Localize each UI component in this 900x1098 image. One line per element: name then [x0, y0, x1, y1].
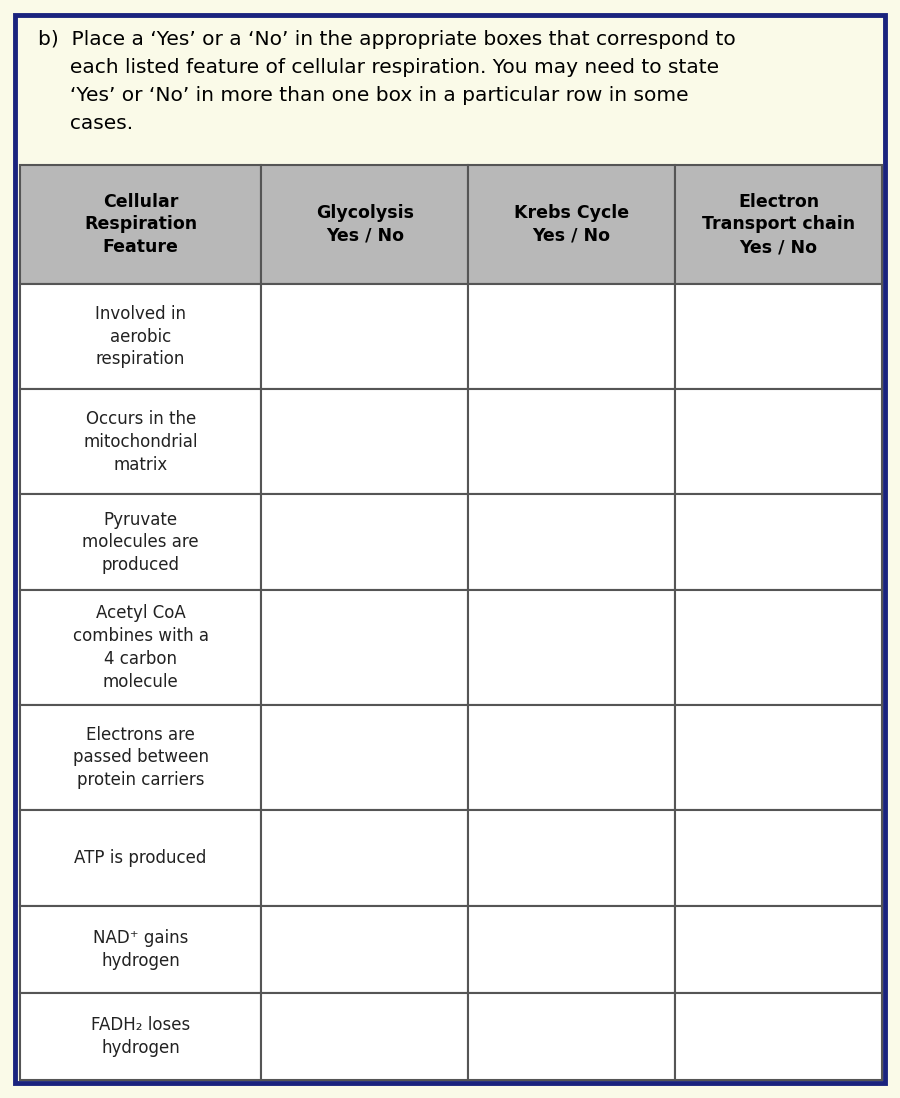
Bar — [261, 389, 468, 494]
Bar — [261, 165, 468, 284]
Bar — [468, 993, 675, 1080]
Text: FADH₂ loses
hydrogen: FADH₂ loses hydrogen — [91, 1016, 190, 1057]
Bar — [675, 591, 882, 705]
Bar — [675, 284, 882, 389]
Bar — [675, 993, 882, 1080]
Text: Cellular
Respiration
Feature: Cellular Respiration Feature — [84, 192, 197, 256]
Text: cases.: cases. — [38, 114, 133, 133]
Bar — [468, 284, 675, 389]
Text: Electron
Transport chain
Yes / No: Electron Transport chain Yes / No — [702, 192, 855, 256]
Text: ‘Yes’ or ‘No’ in more than one box in a particular row in some: ‘Yes’ or ‘No’ in more than one box in a … — [38, 86, 688, 105]
Bar — [20, 165, 261, 284]
Bar — [468, 705, 675, 810]
Bar — [468, 810, 675, 906]
Bar — [468, 494, 675, 591]
Text: Pyruvate
molecules are
produced: Pyruvate molecules are produced — [83, 511, 199, 574]
Bar — [261, 810, 468, 906]
Bar — [468, 165, 675, 284]
Bar — [468, 591, 675, 705]
Text: each listed feature of cellular respiration. You may need to state: each listed feature of cellular respirat… — [38, 58, 719, 77]
Bar — [20, 494, 261, 591]
Bar — [20, 389, 261, 494]
Bar — [675, 165, 882, 284]
Bar — [468, 906, 675, 993]
Bar — [675, 810, 882, 906]
Bar — [20, 810, 261, 906]
Bar — [261, 284, 468, 389]
Bar — [675, 494, 882, 591]
Bar — [468, 389, 675, 494]
Bar — [261, 591, 468, 705]
Text: Glycolysis
Yes / No: Glycolysis Yes / No — [316, 204, 414, 245]
Bar — [20, 591, 261, 705]
Text: Electrons are
passed between
protein carriers: Electrons are passed between protein car… — [73, 726, 209, 789]
Bar — [261, 993, 468, 1080]
Text: ATP is produced: ATP is produced — [75, 849, 207, 867]
Bar — [261, 494, 468, 591]
Text: Krebs Cycle
Yes / No: Krebs Cycle Yes / No — [514, 204, 629, 245]
Bar — [261, 906, 468, 993]
Bar — [261, 705, 468, 810]
Bar — [675, 389, 882, 494]
Bar — [20, 284, 261, 389]
Text: b)  Place a ‘Yes’ or a ‘No’ in the appropriate boxes that correspond to: b) Place a ‘Yes’ or a ‘No’ in the approp… — [38, 30, 736, 49]
Bar — [675, 906, 882, 993]
Bar — [20, 906, 261, 993]
Text: Occurs in the
mitochondrial
matrix: Occurs in the mitochondrial matrix — [84, 410, 198, 473]
Text: Acetyl CoA
combines with a
4 carbon
molecule: Acetyl CoA combines with a 4 carbon mole… — [73, 604, 209, 691]
Text: NAD⁺ gains
hydrogen: NAD⁺ gains hydrogen — [93, 929, 188, 970]
Bar — [20, 705, 261, 810]
Bar — [675, 705, 882, 810]
Bar — [20, 993, 261, 1080]
Text: Involved in
aerobic
respiration: Involved in aerobic respiration — [95, 304, 186, 369]
